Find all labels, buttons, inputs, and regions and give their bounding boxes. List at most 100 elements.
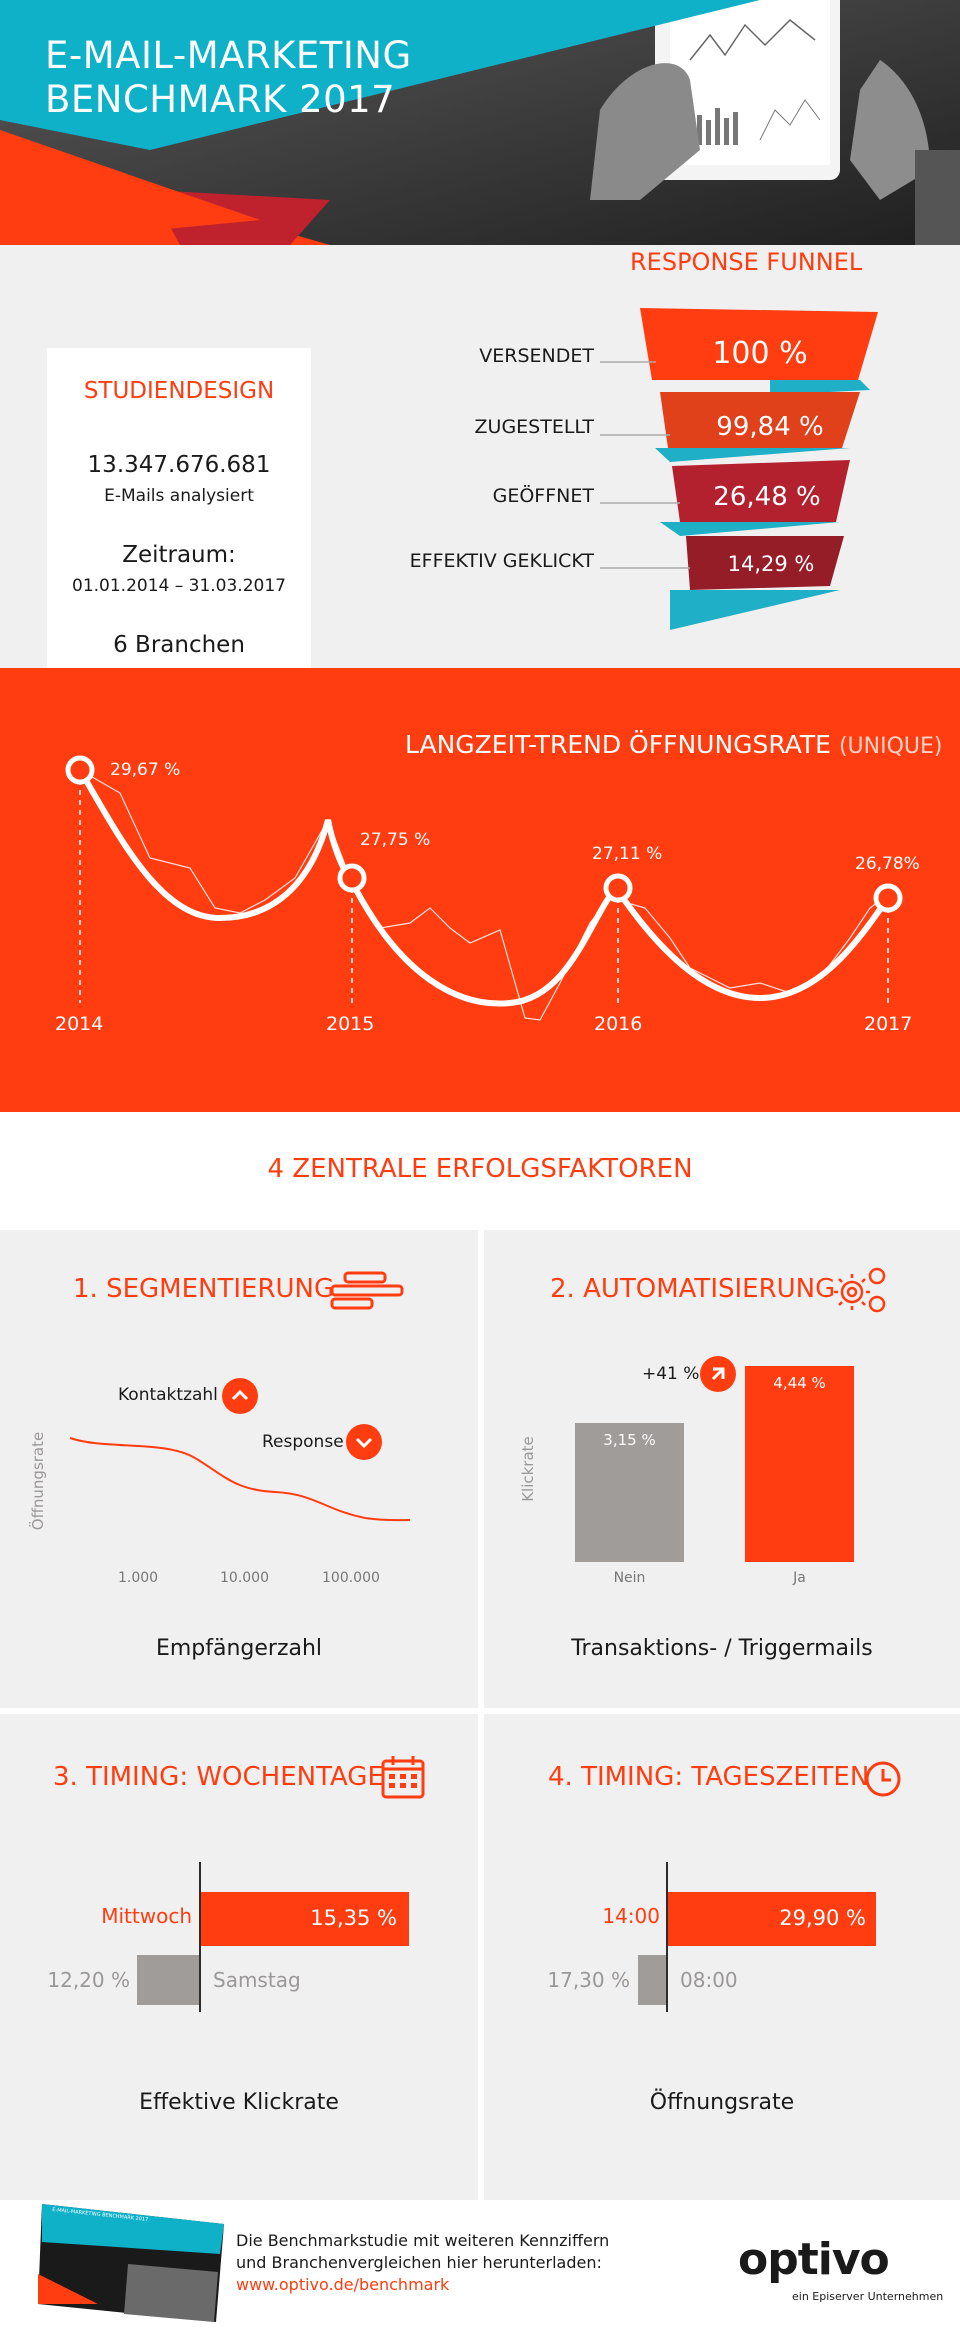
funnel-stage-1 (640, 308, 878, 380)
wochentage-bar-top: 15,35 % (201, 1892, 409, 1946)
funnel-value-versendet: 100 % (712, 336, 808, 371)
segmentierung-title: 1. SEGMENTIERUNG (73, 1274, 335, 1304)
period-heading: Zeitraum: (122, 542, 236, 568)
segmentation-icon (330, 1271, 404, 1310)
arrow-up-icon (222, 1378, 258, 1414)
tablet-illustration (590, 0, 960, 245)
segment-y-label: Öffnungsrate (29, 1431, 47, 1531)
funnel-value-geklickt: 14,29 % (727, 552, 815, 576)
funnel-ribbon (670, 590, 840, 630)
trend-smooth-line (77, 767, 891, 1007)
funnel-value-geoeffnet: 26,48 % (713, 482, 821, 512)
trend-year-2014: 2014 (55, 1013, 104, 1035)
trend-value-2014: 29,67 % (110, 760, 181, 780)
emails-count: 13.347.676.681 (87, 452, 271, 478)
funnel-label-geklickt: EFFEKTIV GEKLICKT (409, 550, 594, 572)
arrow-up-right-icon (700, 1356, 736, 1392)
hero-title: E-MAIL-MARKETING BENCHMARK 2017 (45, 34, 412, 122)
optivo-logo: optivo (738, 2234, 890, 2285)
tageszeiten-top-label: 14:00 (602, 1904, 660, 1928)
kontaktzahl-label: Kontaktzahl (118, 1385, 218, 1405)
wochentage-title: 3. TIMING: WOCHENTAGE (53, 1762, 384, 1792)
trend-point-2014 (65, 755, 95, 785)
emails-label: E-Mails analysiert (104, 486, 254, 506)
wochentage-axis (199, 1862, 201, 2012)
report-cover-thumbnail[interactable] (38, 2204, 228, 2326)
funnel-ribbon (770, 380, 870, 395)
tageszeiten-bar-top: 29,90 % (668, 1892, 876, 1946)
segment-tick-10000: 10.000 (220, 1570, 269, 1586)
wochentage-bottom-label: Samstag (213, 1968, 301, 1992)
trend-heading-main: LANGZEIT-TREND ÖFFNUNGSRATE (405, 730, 831, 759)
bar-ja-value: 4,44 % (773, 1374, 826, 1392)
tageszeiten-bottom-label: 08:00 (680, 1968, 738, 1992)
trend-raw-line (79, 769, 891, 1021)
wochentage-top-label: Mittwoch (101, 1904, 192, 1928)
studiendesign-box: STUDIENDESIGN 13.347.676.681 E-Mails ana… (47, 348, 311, 714)
funnel-graphic (600, 308, 878, 630)
automatisierung-caption: Transaktions- / Triggermails (571, 1636, 873, 1661)
branches-count: 6 Branchen (113, 632, 245, 658)
gears-icon (834, 1267, 886, 1313)
footer-text-line1: Die Benchmarkstudie mit weiteren Kennzif… (236, 2231, 610, 2250)
footer-text: Die Benchmarkstudie mit weiteren Kennzif… (236, 2230, 609, 2296)
funnel-label-zugestellt: ZUGESTELLT (474, 416, 594, 438)
hero-title-line2: BENCHMARK 2017 (45, 78, 396, 121)
segment-curve (69, 1437, 411, 1522)
trend-value-2015: 27,75 % (360, 830, 431, 850)
trend-year-2015: 2015 (326, 1013, 375, 1035)
wochentage-bottom-value: 12,20 % (47, 1968, 130, 1992)
tageszeiten-bottom-value: 17,30 % (547, 1968, 630, 1992)
funnel-heading: RESPONSE FUNNEL (630, 248, 863, 276)
panel-divider-horizontal (0, 1708, 960, 1714)
hero-title-line1: E-MAIL-MARKETING (45, 34, 412, 77)
response-label: Response (262, 1432, 344, 1452)
trend-point-2015 (337, 863, 367, 893)
automation-y-label: Klickrate (519, 1436, 537, 1502)
trend-heading-suffix: (UNIQUE) (838, 734, 943, 759)
optivo-logo-subline: ein Episerver Unternehmen (792, 2290, 944, 2303)
tageszeiten-caption: Öffnungsrate (649, 2090, 795, 2115)
trend-year-2016: 2016 (594, 1013, 643, 1035)
tageszeiten-top-value: 29,90 % (779, 1906, 866, 1930)
factors-heading-band: 4 ZENTRALE ERFOLGSFAKTOREN (0, 1112, 960, 1230)
footer: E-MAIL-MARKETING BENCHMARK 2017 Die Benc… (0, 2200, 960, 2330)
factors-heading: 4 ZENTRALE ERFOLGSFAKTOREN (267, 1154, 693, 1184)
studiendesign-heading: STUDIENDESIGN (83, 378, 275, 404)
automatisierung-title: 2. AUTOMATISIERUNG (550, 1274, 836, 1304)
segmentierung-caption: Empfängerzahl (155, 1636, 323, 1661)
funnel-ribbon (660, 522, 840, 536)
bar-nein: 3,15 % (575, 1423, 684, 1562)
funnel-value-zugestellt: 99,84 % (716, 412, 824, 442)
segment-tick-1000: 1.000 (118, 1570, 159, 1586)
funnel-stage-4 (686, 536, 844, 590)
bar-ja-label: Ja (793, 1570, 806, 1586)
hero-background (0, 0, 960, 245)
trend-chart (65, 755, 903, 1021)
trend-value-2017: 26,78% (855, 854, 920, 874)
trend-year-2017: 2017 (864, 1013, 913, 1035)
wochentage-bar-bottom (137, 1955, 199, 2005)
bar-nein-label: Nein (613, 1570, 646, 1586)
trend-value-2016: 27,11 % (592, 844, 663, 864)
trend-heading: LANGZEIT-TREND ÖFFNUNGSRATE (UNIQUE) (405, 730, 942, 759)
bar-nein-value: 3,15 % (603, 1431, 656, 1449)
tageszeiten-axis (666, 1862, 668, 2012)
trend-year-guides (79, 770, 889, 1003)
trend-point-2016 (603, 873, 633, 903)
hero-header: E-MAIL-MARKETING BENCHMARK 2017 (0, 0, 960, 245)
wochentage-top-value: 15,35 % (310, 1906, 397, 1930)
funnel-stage-2 (660, 392, 860, 448)
funnel-stage-3 (672, 460, 850, 522)
clock-icon (865, 1761, 901, 1797)
panel-divider-vertical (478, 1230, 484, 2200)
bar-ja: 4,44 % (745, 1366, 854, 1562)
footer-link[interactable]: www.optivo.de/benchmark (236, 2275, 450, 2294)
tageszeiten-bar-bottom (638, 1955, 666, 2005)
arrow-down-icon (346, 1424, 382, 1460)
funnel-ribbon (655, 448, 850, 462)
funnel-label-versendet: VERSENDET (479, 345, 594, 367)
trend-point-2017 (873, 883, 903, 913)
calendar-icon (381, 1756, 425, 1799)
tageszeiten-title: 4. TIMING: TAGESZEITEN (548, 1762, 870, 1792)
